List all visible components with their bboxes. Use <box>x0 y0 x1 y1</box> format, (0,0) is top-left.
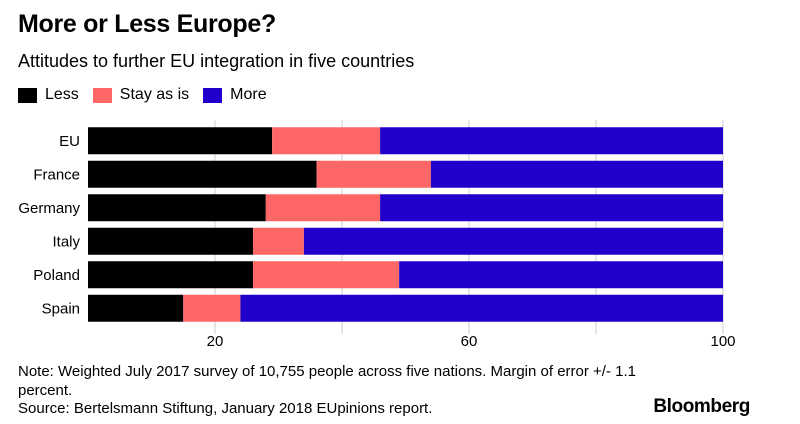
bar-poland-stay-as-is <box>253 261 400 289</box>
bar-eu-more <box>380 127 723 155</box>
legend-label-more: More <box>230 86 267 103</box>
x-tick-label: 60 <box>461 333 478 350</box>
chart-subtitle: Attitudes to further EU integration in f… <box>18 51 415 71</box>
category-label: France <box>33 166 80 183</box>
bar-spain-less <box>88 294 184 322</box>
legend-swatch-more <box>203 87 223 103</box>
x-tick-label: 20 <box>207 333 224 350</box>
bar-eu-less <box>88 127 273 155</box>
bar-france-less <box>88 160 317 188</box>
x-tick-label: 100 <box>710 333 735 350</box>
bar-italy-less <box>88 227 254 255</box>
footnote-note: Note: Weighted July 2017 survey of 10,75… <box>18 363 636 399</box>
legend-item-less: Less <box>18 86 79 104</box>
bar-eu-stay-as-is <box>272 127 381 155</box>
legend-item-more: More <box>203 86 267 104</box>
bar-germany-less <box>88 194 266 222</box>
bloomberg-logo: Bloomberg <box>653 396 750 417</box>
legend: Less Stay as is More <box>18 86 281 104</box>
category-label: Spain <box>42 300 80 317</box>
bar-france-more <box>430 160 723 188</box>
legend-swatch-less <box>18 87 37 103</box>
footnote-source: Source: Bertelsmann Stiftung, January 20… <box>18 400 433 417</box>
bar-poland-less <box>88 261 254 289</box>
bar-germany-more <box>380 194 723 222</box>
category-label: EU <box>59 133 80 150</box>
chart-title: More or Less Europe? <box>18 10 276 38</box>
bar-france-stay-as-is <box>316 160 431 188</box>
bar-spain-more <box>240 294 723 322</box>
bar-italy-more <box>303 227 723 255</box>
category-label: Poland <box>33 267 80 284</box>
legend-swatch-stay <box>92 87 112 103</box>
bar-germany-stay-as-is <box>265 194 381 222</box>
legend-label-less: Less <box>45 86 79 103</box>
bar-poland-more <box>399 261 723 289</box>
bar-italy-stay-as-is <box>253 227 304 255</box>
legend-item-stay: Stay as is <box>92 86 190 104</box>
footnote: Note: Weighted July 2017 survey of 10,75… <box>18 362 658 400</box>
legend-label-stay: Stay as is <box>119 86 190 103</box>
category-label: Germany <box>18 200 80 217</box>
bar-spain-stay-as-is <box>183 294 241 322</box>
category-label: Italy <box>52 233 80 250</box>
